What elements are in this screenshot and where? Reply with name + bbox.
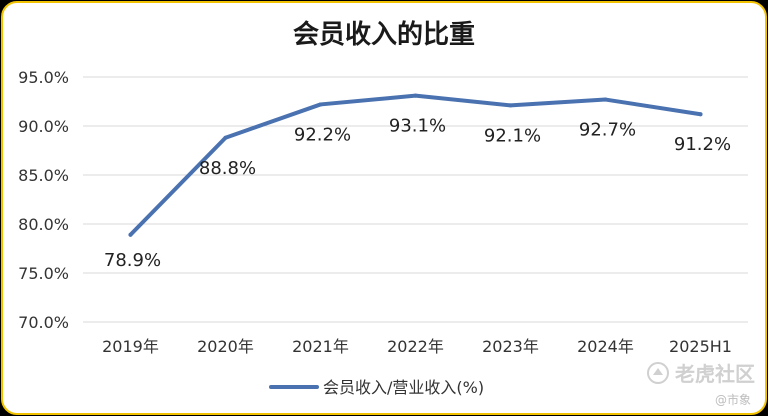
- chart-title: 会员收入的比重: [293, 19, 475, 50]
- data-point: [603, 97, 608, 102]
- x-tick-label: 2020年: [197, 337, 254, 356]
- x-tick-label: 2023年: [482, 337, 539, 356]
- y-tick-label: 90.0%: [18, 117, 69, 136]
- y-tick-label: 95.0%: [18, 68, 69, 87]
- watermark: 老虎社区 @市象: [647, 362, 755, 407]
- tiger-logo-icon: [647, 362, 669, 384]
- x-tick-label: 2021年: [292, 337, 349, 356]
- data-label: 92.1%: [484, 125, 541, 146]
- data-point: [413, 93, 418, 98]
- data-label: 92.7%: [579, 120, 636, 141]
- data-labels: 78.9% 88.8% 92.2% 93.1% 92.1% 92.7% 91.2%: [104, 116, 731, 271]
- watermark-sub: @市象: [715, 392, 751, 407]
- x-tick-label: 2025H1: [669, 337, 732, 356]
- legend-label: 会员收入/营业收入(%): [323, 378, 484, 397]
- data-point: [698, 112, 703, 117]
- x-tick-label: 2022年: [387, 337, 444, 356]
- x-axis-ticks: 2019年 2020年 2021年 2022年 2023年 2024年 2025H1: [102, 337, 732, 356]
- grid-lines: [83, 76, 748, 323]
- data-label: 78.9%: [104, 250, 161, 271]
- x-tick-label: 2024年: [577, 337, 634, 356]
- data-point: [508, 103, 513, 108]
- line-chart: 会员收入的比重 70.0% 75.0% 80.0% 85.0% 90.0% 95.0% 2…: [18, 19, 755, 407]
- y-tick-label: 85.0%: [18, 166, 69, 185]
- x-tick-label: 2019年: [102, 337, 159, 356]
- y-tick-label: 80.0%: [18, 215, 69, 234]
- data-label: 93.1%: [389, 116, 446, 137]
- watermark-brand: 老虎社区: [675, 362, 755, 386]
- data-point: [223, 135, 228, 140]
- legend: 会员收入/营业收入(%): [269, 378, 484, 397]
- series-layer: [128, 93, 703, 237]
- y-tick-label: 70.0%: [18, 313, 69, 332]
- y-axis-ticks: 70.0% 75.0% 80.0% 85.0% 90.0% 95.0%: [18, 68, 69, 332]
- y-tick-label: 75.0%: [18, 264, 69, 283]
- data-label: 92.2%: [294, 124, 351, 145]
- data-point: [128, 232, 133, 237]
- data-label: 88.8%: [199, 158, 256, 179]
- data-label: 91.2%: [674, 134, 731, 155]
- data-point: [318, 102, 323, 107]
